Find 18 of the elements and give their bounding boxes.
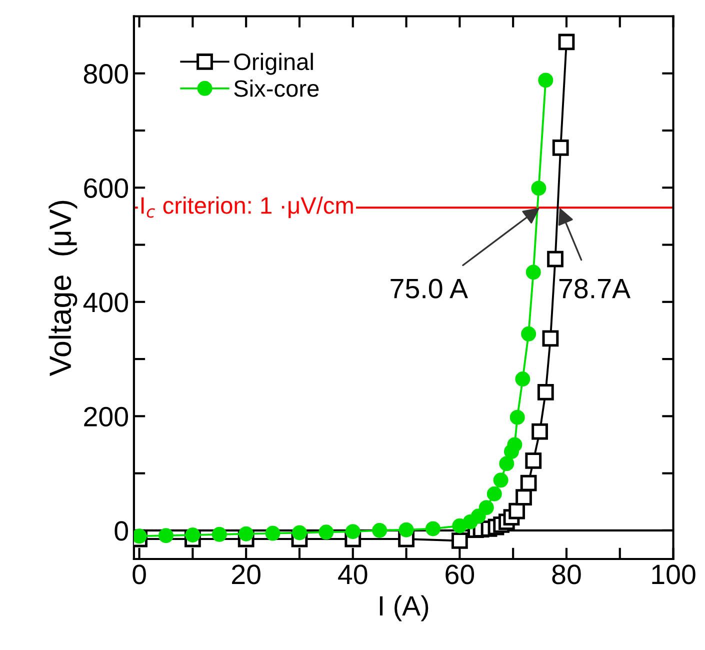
y-tick-label: 400 — [83, 292, 128, 312]
legend-label: Six-core — [234, 80, 319, 97]
x-tick-label: 80 — [552, 564, 581, 584]
x-tick-label: 0 — [132, 564, 146, 584]
y-tick-label: 600 — [84, 178, 128, 198]
x-tick-label: 100 — [652, 564, 696, 584]
y-tick-label: 800 — [84, 64, 128, 84]
x-tick-label: 40 — [338, 564, 368, 584]
annotation: 75.0 A — [390, 278, 468, 298]
x-axis-title: I (A) — [380, 595, 428, 622]
annotation: I$_{c}$ criterion: 1 ·μV/cm — [141, 196, 353, 218]
y-tick-label: 200 — [84, 406, 128, 427]
annotation: 78.7A — [559, 278, 630, 298]
y-tick-label: 0 — [114, 521, 128, 541]
y-axis-title: Voltage (μV) — [48, 200, 78, 376]
legend-label: Original — [234, 52, 313, 75]
x-tick-label: 60 — [446, 564, 474, 584]
x-tick-label: 20 — [232, 564, 260, 584]
